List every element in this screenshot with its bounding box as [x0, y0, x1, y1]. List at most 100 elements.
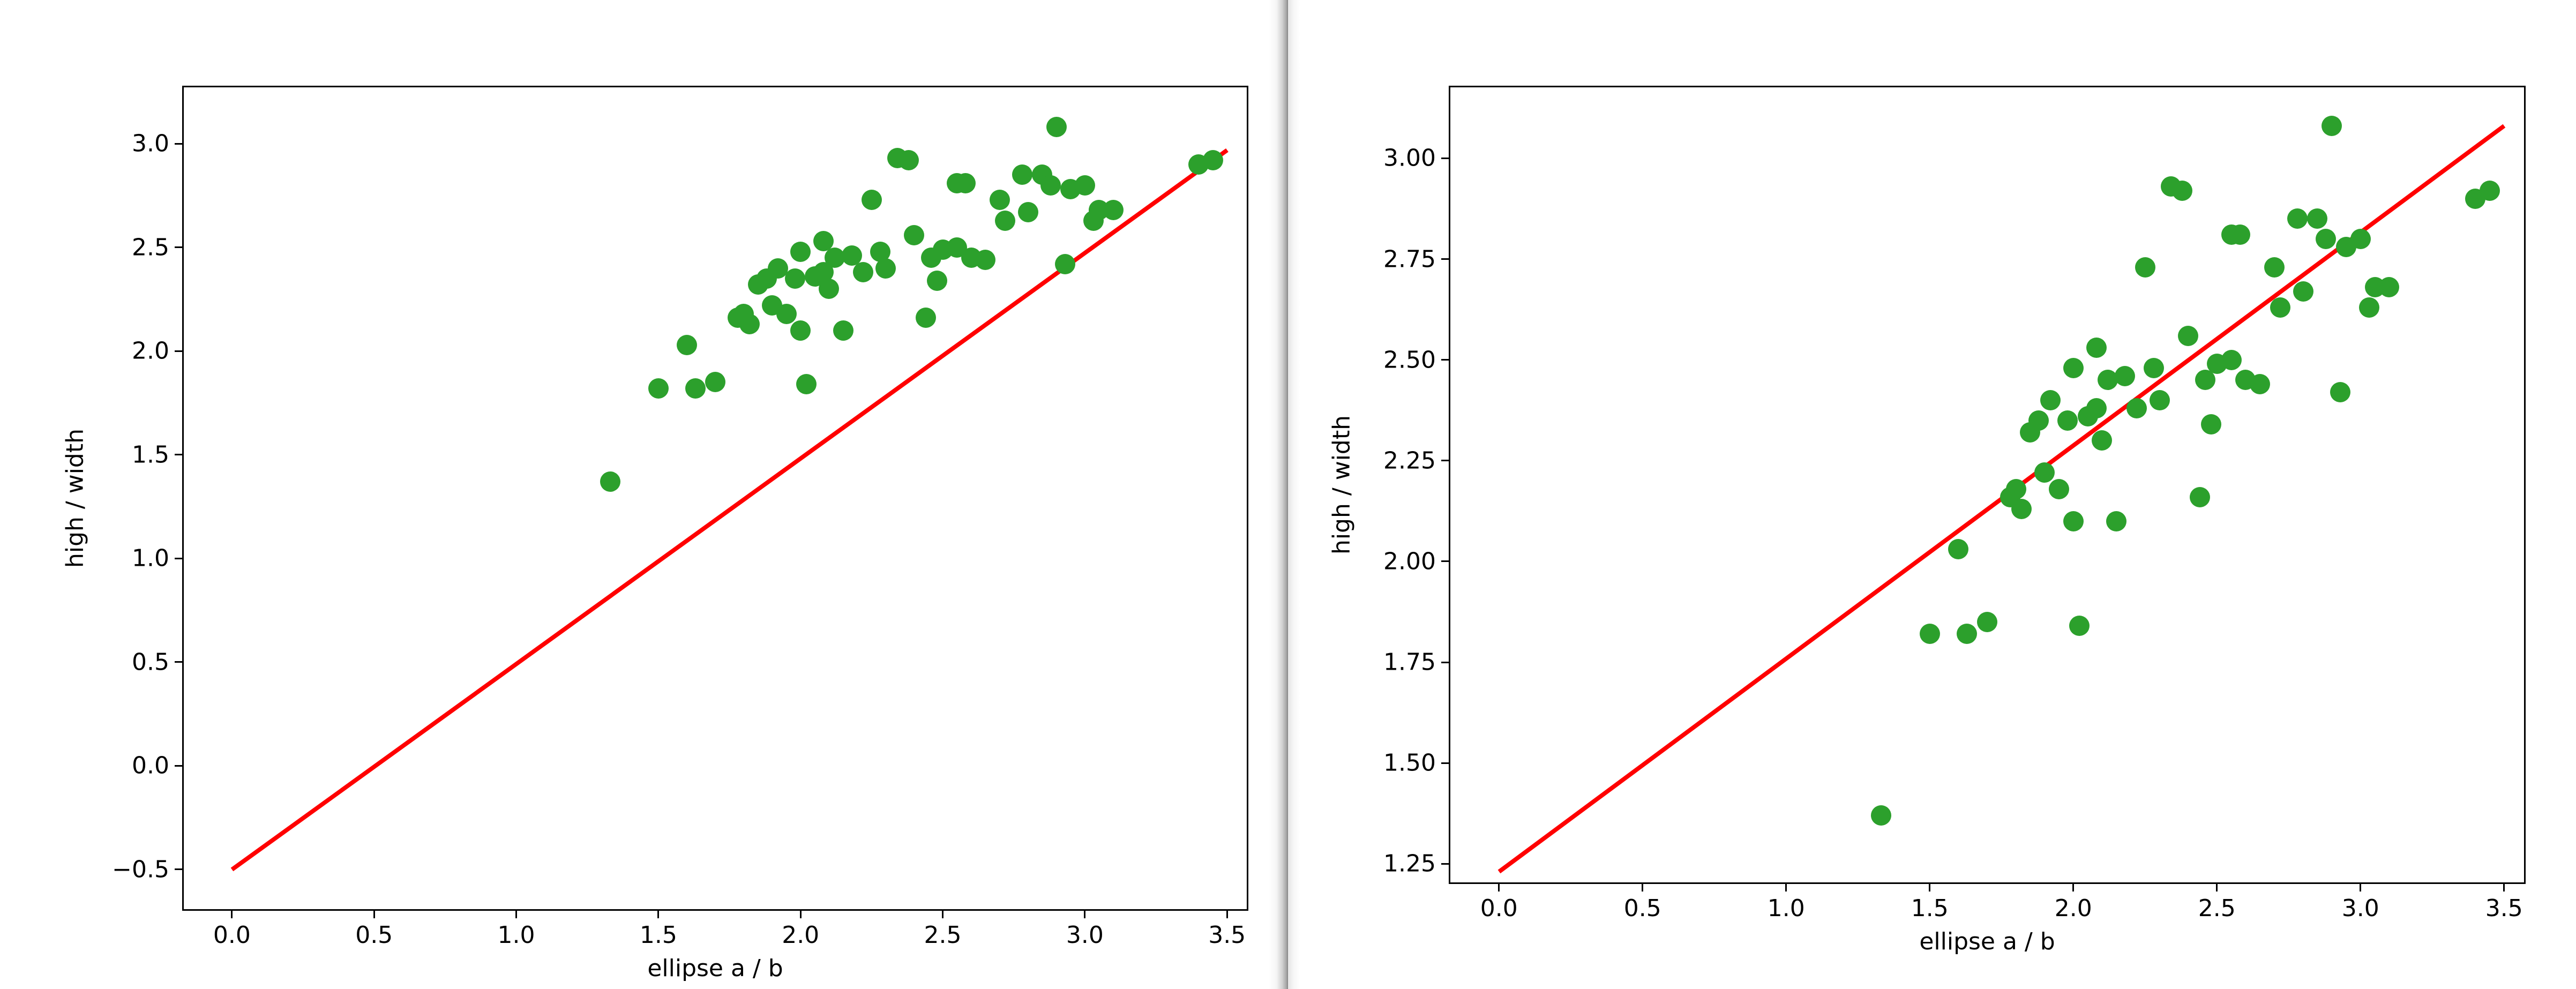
scatter-point: [1018, 202, 1038, 222]
scatter-point: [1957, 624, 1977, 644]
y-tick-label: 2.00: [1383, 548, 1436, 575]
scatter-point: [705, 372, 725, 392]
scatter-point: [2011, 499, 2032, 519]
y-tick-label: 3.00: [1383, 145, 1436, 172]
scatter-point: [2330, 382, 2350, 402]
scatter-point: [1040, 175, 1061, 196]
y-tick-label: 1.50: [1383, 750, 1436, 777]
scatter-point: [790, 320, 811, 341]
x-tick-label: 3.0: [1066, 921, 1104, 949]
x-tick-label: 1.0: [498, 921, 535, 949]
x-axis-label: ellipse a / b: [647, 955, 783, 982]
x-tick: [657, 911, 659, 918]
scatter-point: [2063, 358, 2084, 378]
scatter-point: [2135, 257, 2155, 278]
y-tick: [175, 454, 182, 455]
y-axis-label: high / width: [1328, 415, 1356, 555]
scatter-point: [2201, 414, 2221, 434]
y-tick: [1441, 158, 1449, 159]
y-axis-label: high / width: [62, 429, 89, 568]
y-tick-label: 1.75: [1383, 649, 1436, 676]
scatter-point: [819, 279, 839, 299]
scatter-point: [2293, 281, 2313, 302]
y-tick-label: 2.0: [132, 338, 169, 365]
left-panel: 0.00.51.01.52.02.53.03.5−0.50.00.51.01.5…: [0, 0, 1288, 989]
scatter-point: [2063, 511, 2084, 531]
scatter-point: [995, 211, 1015, 231]
x-tick: [1226, 911, 1228, 918]
scatter-point: [2086, 398, 2107, 418]
scatter-point: [2359, 297, 2379, 318]
x-tick-label: 1.0: [1768, 895, 1805, 922]
scatter-point: [990, 190, 1010, 210]
y-tick-label: 2.50: [1383, 346, 1436, 373]
scatter-point: [796, 374, 817, 394]
scatter-point: [685, 378, 706, 399]
x-tick: [515, 911, 517, 918]
y-tick: [175, 765, 182, 767]
right-panel: 0.00.51.01.52.02.53.03.51.251.501.752.00…: [1288, 0, 2576, 989]
scatter-point: [2287, 208, 2308, 229]
x-tick-label: 2.0: [782, 921, 819, 949]
x-tick: [1929, 884, 1930, 891]
scatter-point: [2057, 410, 2078, 431]
scatter-point: [955, 173, 976, 193]
x-tick-label: 0.5: [355, 921, 393, 949]
y-tick-label: 2.25: [1383, 447, 1436, 474]
x-tick-label: 3.5: [2485, 895, 2523, 922]
scatter-point: [739, 314, 760, 334]
scatter-point: [2106, 511, 2126, 531]
scatter-point: [2250, 374, 2270, 394]
x-tick: [2360, 884, 2361, 891]
x-axis-label: ellipse a / b: [1919, 928, 2055, 955]
x-tick-label: 2.5: [924, 921, 962, 949]
scatter-point: [648, 378, 669, 399]
scatter-point: [2115, 366, 2135, 386]
scatter-point: [833, 320, 853, 341]
scatter-point: [1103, 200, 1124, 220]
scatter-point: [1012, 164, 1032, 185]
y-tick: [1441, 359, 1449, 361]
scatter-point: [2092, 430, 2112, 451]
x-tick-label: 2.5: [2198, 895, 2236, 922]
scatter-point: [975, 250, 995, 270]
scatter-point: [2150, 390, 2170, 410]
scatter-point: [2307, 208, 2327, 229]
y-tick-label: 2.75: [1383, 245, 1436, 273]
scatter-point: [2126, 398, 2147, 418]
y-tick: [175, 143, 182, 145]
x-tick: [2503, 884, 2505, 891]
y-tick: [175, 350, 182, 352]
x-tick-label: 3.0: [2342, 895, 2379, 922]
page-fold-shadow: [1269, 0, 1288, 989]
x-tick: [2072, 884, 2074, 891]
scatter-point: [875, 258, 896, 279]
y-tick-label: −0.5: [112, 856, 169, 883]
scatter-point: [2190, 487, 2210, 507]
scatter-point: [2316, 229, 2336, 249]
scatter-point: [2480, 181, 2500, 201]
y-tick-label: 2.5: [132, 234, 169, 261]
scatter-point: [862, 190, 882, 210]
x-tick: [942, 911, 943, 918]
scatter-point: [1075, 175, 1095, 196]
scatter-point: [2144, 358, 2164, 378]
scatter-point: [853, 262, 873, 282]
scatter-point: [1871, 805, 1891, 826]
x-tick-label: 0.5: [1624, 895, 1661, 922]
scatter-point: [2172, 181, 2192, 201]
chart-axes: [1449, 86, 2526, 884]
scatter-point: [927, 271, 947, 291]
x-tick: [1498, 884, 1500, 891]
y-tick-label: 3.0: [132, 130, 169, 158]
scatter-point: [1203, 150, 1223, 170]
scatter-point: [2264, 257, 2285, 278]
scatter-point: [1055, 254, 1075, 274]
y-tick: [1441, 460, 1449, 461]
scatter-point: [2040, 390, 2061, 410]
x-tick: [1785, 884, 1787, 891]
scatter-point: [904, 225, 924, 245]
scatter-point: [2350, 229, 2371, 249]
y-tick-label: 0.0: [132, 752, 169, 780]
scatter-point: [600, 471, 620, 492]
